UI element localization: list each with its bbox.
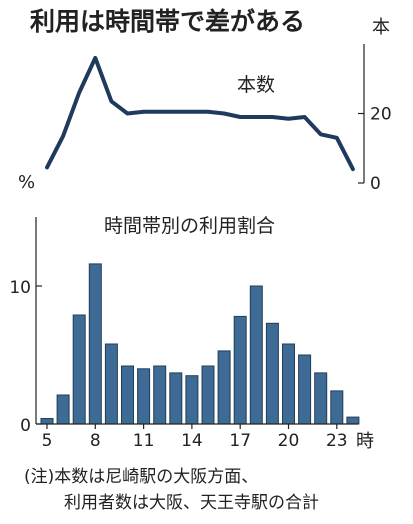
bar (137, 368, 151, 425)
x-tick-label: 11 (133, 431, 155, 451)
bar (330, 390, 344, 425)
bar (346, 416, 360, 425)
bar (104, 343, 118, 425)
bar (233, 315, 247, 425)
bar (40, 418, 54, 425)
line-chart: 0 20 (45, 44, 392, 194)
bar (185, 375, 199, 425)
bar (72, 314, 86, 425)
bar (217, 350, 231, 425)
right-tick-label: 0 (370, 174, 381, 194)
bar (201, 365, 215, 425)
x-tick-label: 14 (181, 431, 203, 451)
bar (56, 394, 70, 425)
right-axis-ticks: 0 20 (358, 105, 392, 194)
bar (169, 372, 183, 425)
bar (282, 343, 295, 425)
x-axis-unit: 時 (356, 431, 374, 452)
bar (314, 372, 328, 425)
chart-title: 利用は時間帯で差がある (30, 7, 305, 36)
right-axis-unit: 本 (372, 17, 390, 38)
bars (40, 263, 360, 425)
bar (249, 285, 263, 425)
x-axis-ticks: 5 8 11 14 17 20 23 (42, 424, 348, 451)
x-tick-label: 5 (42, 431, 53, 451)
bar (298, 354, 312, 425)
bar-chart-title: 時間帯別の利用割合 (104, 215, 275, 237)
bar (88, 263, 102, 425)
left-axis-unit: % (18, 172, 35, 193)
note-line-1: (注)本数は尼崎駅の大阪方面、 (24, 467, 258, 487)
note-line-2: 利用者数は大阪、天王寺駅の合計 (64, 493, 319, 513)
x-tick-label: 20 (278, 431, 300, 451)
series-label: 本数 (237, 74, 275, 96)
y-axis-ticks: 0 10 (9, 278, 42, 436)
bar (265, 322, 279, 425)
series-line (45, 55, 355, 172)
bar (153, 365, 167, 425)
bar-chart: 0 10 5 8 11 14 17 20 23 時 (9, 217, 374, 452)
x-tick-label: 23 (326, 431, 348, 451)
y-tick-label: 10 (9, 278, 31, 298)
y-tick-label: 0 (20, 416, 31, 436)
right-tick-label: 20 (370, 105, 392, 125)
x-tick-label: 8 (90, 431, 101, 451)
x-tick-label: 17 (229, 431, 251, 451)
bar (121, 365, 134, 425)
